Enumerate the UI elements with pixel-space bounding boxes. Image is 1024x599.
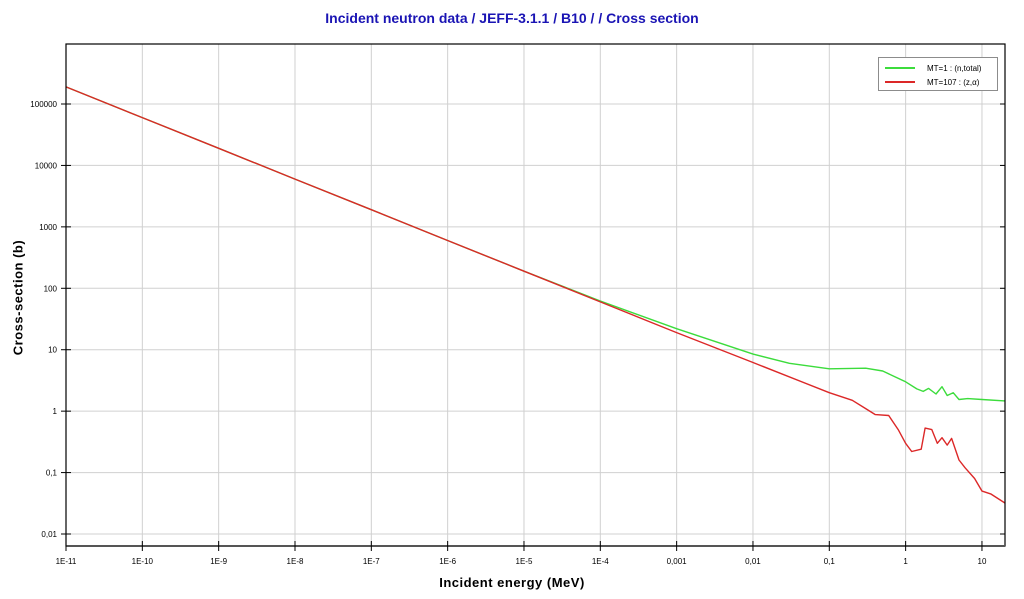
- x-tick-label: 0,01: [745, 557, 761, 566]
- y-tick-label: 0,1: [46, 469, 58, 478]
- y-tick-label: 1000: [39, 223, 57, 232]
- x-tick-label: 1E-6: [439, 557, 456, 566]
- series-line-z-alpha: [65, 86, 1006, 504]
- legend-label: MT=107 : (z,α): [927, 77, 980, 87]
- y-tick-label: 1: [53, 407, 58, 416]
- data-series: [65, 86, 1006, 504]
- x-tick-label: 0,001: [667, 557, 688, 566]
- grid-lines: [66, 44, 1005, 546]
- x-tick-label: 10: [978, 557, 987, 566]
- x-axis-label: Incident energy (MeV): [439, 575, 585, 590]
- x-tick-label: 1E-10: [132, 557, 154, 566]
- x-axis-ticks: 1E-11 1E-10 1E-9 1E-8 1E-7 1E-6 1E-5 1E-4 0,001 0…: [56, 541, 987, 566]
- x-tick-label: 1E-9: [210, 557, 227, 566]
- x-tick-label: 1E-5: [516, 557, 533, 566]
- legend-label: MT=1 : (n,total): [927, 63, 982, 73]
- y-axis-ticks: 100000 10000 1000 100 10 1 0,1 0,01: [30, 100, 1005, 539]
- plot-frame: [65, 43, 1006, 547]
- y-axis-label: Cross-section (b): [10, 239, 26, 356]
- y-tick-label: 10: [48, 346, 57, 355]
- y-tick-label: 0,01: [41, 530, 57, 539]
- legend-item-total: MT=1 : (n,total): [885, 62, 981, 74]
- y-tick-label: 10000: [35, 161, 58, 170]
- x-tick-label: 1: [903, 557, 908, 566]
- x-tick-label: 1E-4: [592, 557, 609, 566]
- legend-swatch-green: [885, 67, 915, 69]
- series-line-total: [65, 86, 1005, 402]
- x-tick-label: 1E-11: [56, 557, 77, 566]
- chart-title: Incident neutron data / JEFF-3.1.1 / B10…: [325, 10, 699, 26]
- y-tick-label: 100000: [30, 100, 57, 109]
- y-tick-label: 100: [44, 284, 58, 293]
- legend-item-z-alpha: MT=107 : (z,α): [885, 76, 979, 88]
- x-tick-label: 1E-7: [363, 557, 380, 566]
- x-tick-label: 1E-8: [287, 557, 304, 566]
- legend-swatch-red: [885, 81, 915, 83]
- x-tick-label: 0,1: [824, 557, 836, 566]
- legend: MT=1 : (n,total) MT=107 : (z,α): [878, 57, 998, 91]
